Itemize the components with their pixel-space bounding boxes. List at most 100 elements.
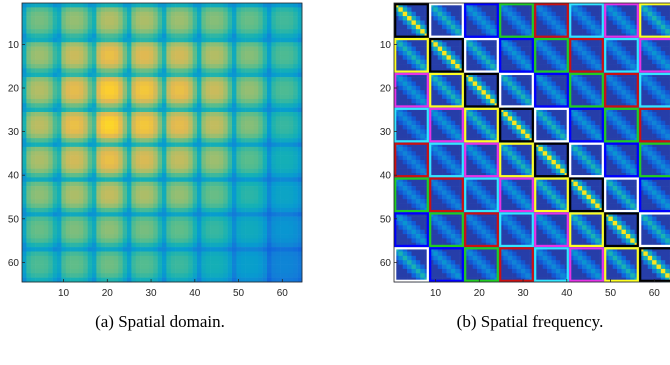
heatmap-cell	[140, 181, 145, 187]
heatmap-cell	[43, 199, 49, 204]
heatmap-cell	[57, 229, 62, 235]
heatmap-cell	[48, 190, 53, 196]
heatmap-cell	[604, 24, 609, 30]
heatmap-cell	[48, 264, 53, 270]
heatmap-cell	[144, 55, 150, 60]
heatmap-cell	[48, 159, 53, 165]
heatmap-cell	[485, 7, 491, 13]
heatmap-cell	[267, 273, 272, 278]
heatmap-cell	[166, 24, 172, 30]
heatmap-cell	[35, 103, 40, 108]
heatmap-cell	[35, 37, 40, 43]
heatmap-cell	[402, 16, 408, 21]
heatmap-cell	[245, 142, 250, 148]
heatmap-cell	[162, 203, 167, 209]
heatmap-cell	[218, 238, 224, 244]
heatmap-cell	[57, 194, 62, 200]
heatmap-cell	[647, 29, 653, 34]
heatmap-cell	[236, 238, 242, 244]
heatmap-cell	[639, 3, 644, 8]
heatmap-cell	[144, 120, 150, 126]
heatmap-cell	[144, 242, 150, 248]
heatmap-cell	[92, 103, 97, 108]
heatmap-cell	[48, 225, 53, 230]
heatmap-cell	[293, 55, 298, 60]
heatmap-cell	[65, 42, 71, 47]
heatmap-cell	[621, 55, 627, 60]
heatmap-cell	[61, 42, 67, 47]
heatmap-cell	[87, 59, 93, 65]
heatmap-cell	[35, 207, 40, 213]
heatmap-cell	[26, 268, 32, 274]
heatmap-cell	[267, 64, 272, 69]
heatmap-cell	[210, 207, 215, 213]
heatmap-cell	[105, 59, 110, 65]
heatmap-cell	[516, 24, 522, 30]
heatmap-cell	[148, 225, 154, 230]
heatmap-cell	[30, 181, 36, 187]
heatmap-cell	[166, 203, 172, 209]
heatmap-cell	[157, 251, 163, 257]
heatmap-cell	[113, 81, 119, 87]
heatmap-cell	[122, 64, 128, 69]
heatmap-cell	[284, 190, 290, 196]
heatmap-cell	[78, 142, 84, 148]
heatmap-cell	[162, 7, 167, 13]
heatmap-cell	[48, 33, 53, 39]
heatmap-cell	[507, 50, 513, 56]
heatmap-cell	[162, 142, 167, 148]
heatmap-cell	[643, 42, 649, 47]
heatmap-cell	[135, 216, 141, 222]
heatmap-cell	[188, 199, 193, 204]
heatmap-cell	[39, 229, 45, 235]
heatmap-cell	[148, 103, 154, 108]
heatmap-cell	[201, 273, 207, 278]
heatmap-cell	[201, 46, 207, 52]
heatmap-cell	[192, 151, 198, 156]
heatmap-cell	[525, 46, 530, 52]
heatmap-cell	[83, 3, 88, 8]
heatmap-cell	[197, 81, 202, 87]
heatmap-cell	[223, 29, 228, 34]
heatmap-cell	[87, 81, 93, 87]
heatmap-cell	[43, 234, 49, 239]
heatmap-cell	[284, 129, 290, 135]
heatmap-cell	[43, 177, 49, 183]
heatmap-cell	[83, 24, 88, 30]
heatmap-cell	[542, 55, 548, 60]
heatmap-cell	[179, 29, 185, 34]
heatmap-cell	[205, 199, 211, 204]
heatmap-cell	[166, 42, 172, 47]
heatmap-cell	[647, 16, 653, 21]
heatmap-cell	[267, 90, 272, 95]
heatmap-cell	[175, 129, 180, 135]
heatmap-cell	[144, 229, 150, 235]
heatmap-cell	[65, 212, 71, 217]
heatmap-cell	[647, 3, 653, 8]
heatmap-cell	[30, 94, 36, 100]
heatmap-cell	[92, 16, 97, 21]
heatmap-cell	[57, 72, 62, 78]
heatmap-cell	[166, 190, 172, 196]
heatmap-cell	[547, 24, 552, 30]
heatmap-cell	[127, 111, 132, 117]
heatmap-cell	[617, 50, 622, 56]
heatmap-cell	[232, 194, 237, 200]
heatmap-cell	[271, 277, 277, 283]
heatmap-cell	[92, 90, 97, 95]
heatmap-cell	[271, 59, 277, 65]
heatmap-cell	[236, 11, 242, 17]
heatmap-cell	[245, 242, 250, 248]
heatmap-cell	[48, 177, 53, 183]
heatmap-cell	[258, 164, 263, 169]
heatmap-cell	[297, 173, 303, 178]
heatmap-cell	[70, 11, 75, 17]
heatmap-cell	[140, 277, 145, 283]
heatmap-cell	[87, 273, 93, 278]
heatmap-cell	[407, 59, 412, 65]
heatmap-cell	[503, 37, 509, 43]
heatmap-cell	[170, 194, 176, 200]
heatmap-cell	[236, 190, 242, 196]
heatmap-cell	[455, 24, 460, 30]
heatmap-cell	[26, 72, 32, 78]
